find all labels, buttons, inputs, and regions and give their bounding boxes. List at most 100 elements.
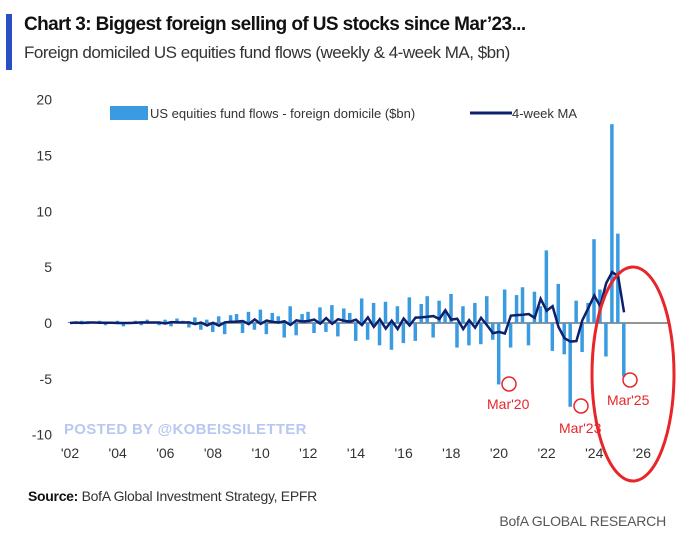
flow-bar [622,323,626,377]
flow-bar [228,315,233,323]
flow-bar [353,323,358,341]
annotation-circle-mar23 [573,398,589,414]
flow-bar [193,317,197,323]
x-tick-label: '10 [252,445,270,461]
flow-bar [294,323,298,336]
flow-bar [258,309,263,323]
flow-bar [526,323,531,346]
chart-subtitle: Foreign domiciled US equities fund flows… [24,43,510,62]
flow-bar [568,323,572,407]
flow-bar [288,306,292,323]
title-accent-bar [6,14,12,70]
flow-bar [318,307,322,323]
flow-bar [467,323,471,346]
flow-bar [157,323,161,326]
y-tick-label: 20 [36,92,52,108]
flow-bar [502,289,507,323]
flow-bar [252,323,257,330]
flow-bar [413,323,418,341]
flow-bar [592,239,596,323]
flow-bar [282,323,286,338]
flow-bar [121,323,126,327]
flow-bar [437,300,441,323]
flow-bar [205,319,209,323]
flow-bar [103,323,108,326]
y-tick-label: 5 [44,259,52,275]
flow-bar [461,306,465,323]
flow-bar [222,323,227,335]
y-tick-label: -5 [40,371,53,387]
flow-bar [324,323,328,332]
x-tick-label: '02 [61,445,79,461]
flow-bar [216,316,221,323]
x-tick-label: '24 [585,445,603,461]
flow-bar [586,302,590,323]
flow-bar [443,310,447,323]
flow-bar [377,323,382,346]
flow-bar [610,124,614,323]
brand-label: BofA GLOBAL RESEARCH [499,513,666,529]
flow-bar [336,323,340,337]
flow-bar [342,308,346,323]
x-tick-label: '08 [204,445,222,461]
flow-bar [163,319,167,323]
flow-bar [556,283,561,323]
y-tick-label: 10 [36,203,52,219]
flow-bar [425,296,429,323]
flow-bar [496,323,501,385]
flow-bar [604,323,608,357]
flow-bar [240,323,245,334]
x-tick-label: '04 [109,445,127,461]
flow-bar [246,311,251,323]
x-tick-label: '06 [156,445,174,461]
flow-bar [175,318,179,323]
x-tick-label: '22 [537,445,555,461]
flow-bar [485,296,489,323]
flow-bar [139,323,143,326]
annotation-mar23: Mar'23 [559,420,602,436]
flow-bar [520,287,525,323]
annotation-circle-mar20 [501,376,517,392]
flow-bar [395,306,400,323]
flow-bar [473,302,477,323]
legend-label-ma: 4-week MA [512,106,577,121]
flow-bar [264,323,269,335]
flow-bar [306,311,310,323]
y-tick-label: 0 [44,315,52,331]
flow-bar [407,297,412,323]
annotation-circle-mar25 [622,372,638,388]
flow-bar [371,302,376,323]
flow-bar [359,298,364,323]
flow-bar [210,323,215,332]
flow-bar [449,293,453,323]
flow-bar [68,321,72,323]
annotation-mar25: Mar'25 [607,392,650,408]
x-tick-label: '12 [299,445,317,461]
source-note: Source: BofA Global Investment Strategy,… [28,488,317,504]
flow-bar [401,323,406,344]
x-tick-label: '26 [633,445,651,461]
flow-bar [419,304,423,323]
highlight-ellipse [590,265,676,483]
legend-swatch-bars [110,106,148,120]
flow-bar [544,250,549,323]
flow-bar [514,295,519,323]
flow-bar [550,323,555,351]
flow-bar [234,314,239,323]
x-tick-label: '18 [442,445,460,461]
flow-bar [383,301,388,323]
flow-bar [169,323,173,327]
source-label: Source: [28,488,79,504]
annotation-mar20: Mar'20 [487,396,530,412]
x-tick-label: '16 [394,445,412,461]
flow-bar [300,314,304,323]
flow-bar [348,312,352,323]
flow-bar [365,323,370,340]
flow-bar [479,323,483,345]
flow-bar [508,323,513,348]
flow-bar [312,323,316,334]
legend-label-bars: US equities fund flows - foreign domicil… [150,106,415,121]
chart-title: Chart 3: Biggest foreign selling of US s… [24,14,526,35]
ma-line [69,270,626,343]
legend: US equities fund flows - foreign domicil… [110,106,577,121]
